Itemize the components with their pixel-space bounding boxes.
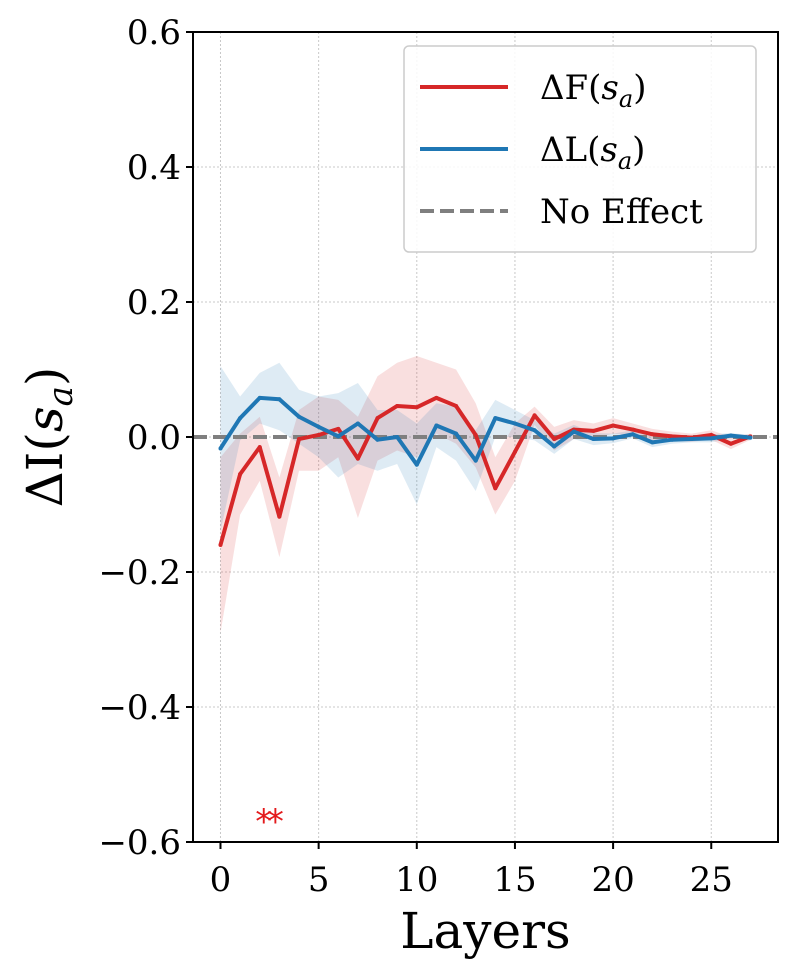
legend-label: ΔF(sa) bbox=[540, 68, 646, 113]
data-point-delta-l bbox=[571, 429, 576, 434]
x-axis-label: Layers bbox=[400, 902, 570, 960]
data-point-delta-l bbox=[591, 437, 596, 442]
y-axis-label-main: ΔI( bbox=[16, 432, 74, 507]
data-point-delta-l bbox=[434, 423, 439, 428]
x-tick-label: 25 bbox=[690, 860, 733, 900]
data-point-delta-l bbox=[611, 436, 616, 441]
data-point-delta-f bbox=[709, 432, 714, 437]
significance-star: * bbox=[267, 802, 284, 842]
data-point-delta-l bbox=[669, 437, 674, 442]
data-point-delta-f bbox=[297, 437, 302, 442]
data-point-delta-l bbox=[709, 436, 714, 441]
data-point-delta-f bbox=[669, 434, 674, 439]
data-point-delta-l bbox=[277, 397, 282, 402]
data-point-delta-f bbox=[375, 416, 380, 421]
x-tick-label: 5 bbox=[308, 860, 330, 900]
data-point-delta-f bbox=[552, 437, 557, 442]
legend: ΔF(sa) ΔL(sa) No Effect bbox=[403, 45, 757, 253]
data-point-delta-l bbox=[689, 437, 694, 442]
data-point-delta-l bbox=[238, 416, 243, 421]
data-point-delta-l bbox=[473, 458, 478, 463]
y-tick-label: −0.4 bbox=[98, 688, 181, 728]
y-axis-label-end: ) bbox=[16, 367, 74, 387]
y-tick-label: 0.2 bbox=[127, 283, 181, 323]
significance-star: * bbox=[255, 802, 272, 842]
legend-label: ΔL(sa) bbox=[540, 130, 645, 175]
data-point-delta-l bbox=[297, 414, 302, 419]
series-line-delta-f bbox=[218, 395, 752, 546]
data-point-delta-f bbox=[473, 432, 478, 437]
x-tick-label: 15 bbox=[493, 860, 536, 900]
y-tick-label: 0.4 bbox=[127, 148, 181, 188]
data-point-delta-l bbox=[336, 434, 341, 439]
data-point-delta-f bbox=[277, 514, 282, 519]
data-point-delta-f bbox=[591, 428, 596, 433]
data-point-delta-l bbox=[748, 435, 753, 440]
data-point-delta-l bbox=[375, 437, 380, 442]
data-point-delta-l bbox=[650, 440, 655, 445]
data-point-delta-f bbox=[650, 432, 655, 437]
data-point-delta-f bbox=[434, 395, 439, 400]
data-point-delta-l bbox=[630, 432, 635, 437]
data-point-delta-l bbox=[395, 435, 400, 439]
data-point-delta-f bbox=[532, 413, 537, 418]
data-point-delta-l bbox=[316, 424, 321, 429]
data-point-delta-l bbox=[355, 421, 360, 426]
data-point-delta-f bbox=[414, 405, 419, 410]
y-tick-label: −0.2 bbox=[98, 553, 181, 593]
legend-frame bbox=[403, 45, 757, 253]
data-point-delta-l bbox=[257, 395, 262, 400]
axis-ticks: 0 5 10 15 20 25 0.6 0.4 0.2 0.0 −0.2 −0.4 −0.6 bbox=[98, 13, 732, 900]
data-point-delta-f bbox=[454, 403, 459, 408]
data-point-delta-f bbox=[395, 403, 400, 408]
data-point-delta-f bbox=[355, 456, 360, 461]
data-point-delta-f bbox=[611, 423, 616, 428]
legend-label: No Effect bbox=[540, 192, 703, 232]
data-point-delta-f bbox=[728, 441, 733, 446]
data-point-delta-l bbox=[493, 416, 498, 421]
data-point-delta-l bbox=[728, 433, 733, 438]
x-tick-label: 10 bbox=[395, 860, 438, 900]
data-point-delta-l bbox=[532, 428, 537, 433]
y-axis-label-var: s bbox=[16, 406, 74, 432]
data-point-delta-f bbox=[512, 449, 517, 454]
y-axis-label: ΔI(sa) bbox=[16, 367, 81, 508]
confidence-bands bbox=[220, 356, 751, 633]
x-tick-label: 20 bbox=[591, 860, 634, 900]
data-point-delta-l bbox=[512, 421, 517, 426]
y-tick-label: 0.0 bbox=[127, 418, 181, 458]
data-point-delta-l bbox=[218, 446, 223, 451]
data-point-delta-f bbox=[493, 486, 498, 491]
data-point-delta-f bbox=[630, 427, 635, 432]
data-point-delta-f bbox=[336, 426, 341, 431]
series-lines bbox=[218, 395, 753, 547]
data-point-delta-f bbox=[257, 445, 262, 450]
y-tick-label: 0.6 bbox=[127, 13, 181, 53]
data-point-delta-l bbox=[414, 462, 419, 467]
x-tick-label: 0 bbox=[210, 860, 232, 900]
series-line-delta-l bbox=[218, 395, 751, 467]
data-point-delta-l bbox=[552, 444, 557, 449]
annotations: ** bbox=[255, 802, 284, 842]
data-point-delta-f bbox=[218, 543, 223, 547]
data-point-delta-f bbox=[316, 432, 321, 437]
y-tick-label: −0.6 bbox=[98, 823, 181, 863]
data-point-delta-f bbox=[238, 472, 243, 477]
confidence-band-delta-l bbox=[220, 362, 751, 532]
y-axis-label-sub: a bbox=[41, 386, 81, 406]
data-point-delta-l bbox=[454, 431, 459, 436]
